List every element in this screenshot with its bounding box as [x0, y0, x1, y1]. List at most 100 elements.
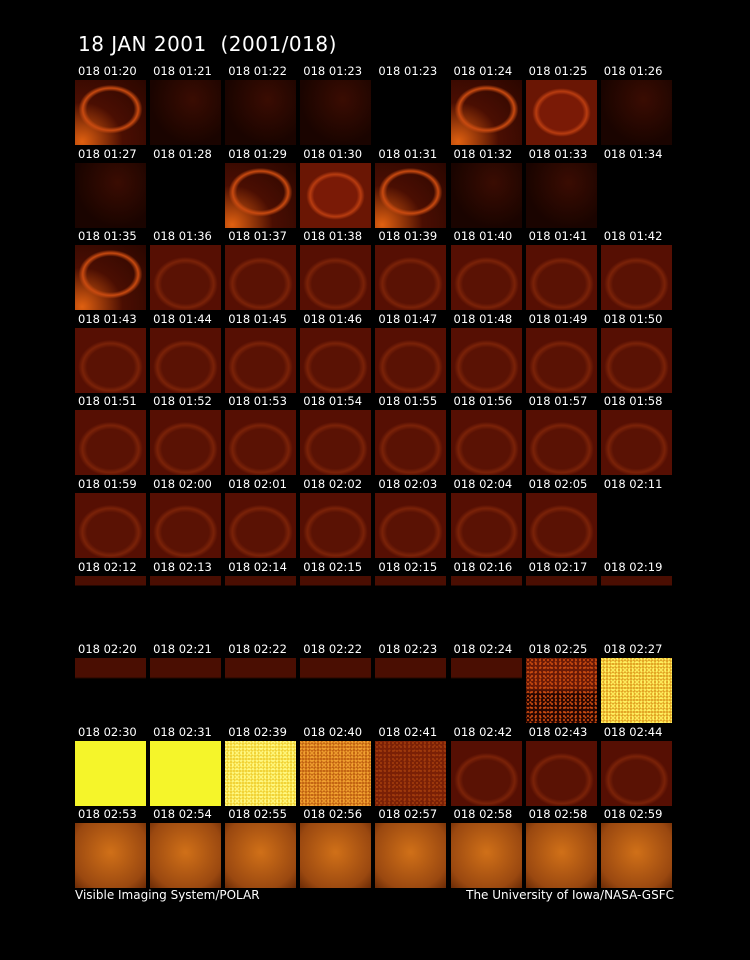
frame-image	[300, 162, 372, 228]
footer-right: The University of Iowa/NASA-GSFC	[466, 888, 674, 902]
frame-image	[150, 80, 222, 145]
frame-label: 018 01:33	[528, 146, 588, 161]
frame-image	[600, 740, 672, 806]
frame-image	[150, 162, 222, 228]
frame-image	[450, 575, 522, 641]
frame-image	[525, 575, 597, 641]
frame-label: 018 02:42	[453, 724, 513, 739]
frame-image	[300, 740, 372, 806]
frame-label: 018 01:32	[453, 146, 513, 161]
frame-label: 018 01:29	[228, 146, 287, 161]
frame-image	[75, 493, 146, 558]
frame-image	[375, 823, 447, 889]
frame-label: 018 02:17	[528, 559, 588, 574]
frame-label: 018 02:20	[78, 642, 137, 657]
frame-image	[450, 245, 522, 311]
frame-label: 018 02:01	[228, 477, 287, 491]
frame-image	[300, 410, 372, 476]
frame-label: 018 01:41	[528, 229, 588, 244]
frame-image	[600, 575, 672, 641]
frame-image	[300, 245, 372, 311]
frame-label: 018 01:23	[303, 64, 363, 78]
frame-image	[525, 162, 597, 228]
frame-label: 018 02:58	[528, 807, 588, 822]
frame-label: 018 02:59	[603, 807, 663, 822]
frame-image	[600, 162, 672, 228]
frame-label: 018 02:15	[378, 559, 438, 574]
frame-label: 018 02:22	[228, 642, 287, 657]
frame-image	[450, 658, 522, 724]
frame-image	[300, 80, 372, 145]
frame-label: 018 02:00	[153, 477, 212, 491]
frame-label: 018 01:57	[528, 394, 588, 409]
frame-label: 018 01:51	[78, 394, 137, 409]
frame-label: 018 02:13	[153, 559, 212, 574]
frame-label: 018 01:30	[303, 146, 363, 161]
frame-label: 018 01:25	[528, 64, 588, 78]
frame-label: 018 02:27	[603, 642, 663, 657]
frame-label: 018 01:38	[303, 229, 363, 244]
frame-label: 018 01:54	[303, 394, 363, 409]
frame-image	[225, 493, 297, 558]
footer-left: Visible Imaging System/POLAR	[75, 888, 260, 902]
frame-image	[225, 740, 297, 806]
frame-label: 018 02:39	[228, 724, 287, 739]
frame-image	[375, 493, 447, 558]
frame-image	[375, 162, 447, 228]
frame-image	[450, 162, 522, 228]
frame-label: 018 02:30	[78, 724, 137, 739]
frame-image	[75, 740, 146, 806]
frame-label: 018 01:59	[78, 477, 137, 491]
frame-label: 018 02:14	[228, 559, 287, 574]
frame-label: 018 02:02	[303, 477, 363, 491]
frame-label: 018 02:11	[603, 477, 663, 491]
frame-label: 018 01:23	[378, 64, 438, 78]
frame-label: 018 01:56	[453, 394, 513, 409]
frame-image	[450, 327, 522, 393]
frame-label: 018 01:36	[153, 229, 212, 244]
frame-label: 018 02:43	[528, 724, 588, 739]
frame-image	[525, 80, 597, 145]
frame-label: 018 01:43	[78, 311, 137, 326]
frame-image	[225, 162, 297, 228]
frame-label: 018 01:58	[603, 394, 663, 409]
frame-label: 018 02:19	[603, 559, 663, 574]
frame-image	[450, 823, 522, 889]
frame-image	[600, 80, 672, 145]
frame-image	[525, 658, 597, 724]
frame-label: 018 02:23	[378, 642, 438, 657]
frame-label: 018 01:47	[378, 311, 438, 326]
frame-label: 018 02:16	[453, 559, 513, 574]
frame-image	[75, 80, 146, 145]
frame-image	[600, 245, 672, 311]
frame-image	[525, 823, 597, 889]
frame-label: 018 01:45	[228, 311, 287, 326]
frame-image	[225, 410, 297, 476]
frame-image	[375, 410, 447, 476]
title: 18 JAN 2001 (2001/018)	[78, 32, 337, 56]
frame-image	[525, 410, 597, 476]
frame-image	[150, 410, 222, 476]
frame-image	[300, 575, 372, 641]
frame-label: 018 02:40	[303, 724, 363, 739]
frame-image	[75, 658, 146, 724]
frame-image	[300, 823, 372, 889]
frame-image	[375, 327, 447, 393]
frame-image	[75, 410, 146, 476]
frame-label: 018 02:53	[78, 807, 137, 822]
frame-image	[75, 327, 146, 393]
frame-image	[375, 245, 447, 311]
frame-label: 018 02:58	[453, 807, 513, 822]
frame-label: 018 01:22	[228, 64, 287, 78]
frame-image	[225, 575, 297, 641]
frame-image	[600, 493, 672, 558]
frame-image	[225, 823, 297, 889]
frame-image	[150, 327, 222, 393]
frame-image	[75, 162, 146, 228]
frame-image	[150, 575, 222, 641]
frame-label: 018 02:31	[153, 724, 212, 739]
frame-image	[75, 823, 146, 889]
frame-label: 018 02:03	[378, 477, 438, 491]
frame-label: 018 01:55	[378, 394, 438, 409]
frame-label: 018 02:25	[528, 642, 588, 657]
